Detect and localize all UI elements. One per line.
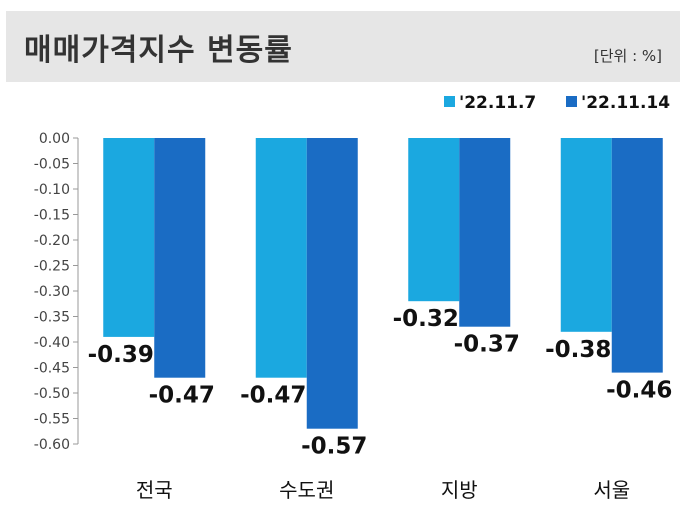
y-tick-label: -0.20 (34, 233, 70, 249)
bar-series1 (560, 138, 612, 332)
y-tick-label: 0.00 (39, 131, 70, 147)
bar-series2 (154, 138, 206, 378)
legend-label: '22.11.14 (581, 93, 670, 113)
y-tick-label: -0.55 (34, 412, 70, 428)
y-tick-label: -0.40 (34, 335, 70, 351)
y-tick-label: -0.45 (34, 361, 70, 377)
data-label: -0.47 (149, 383, 215, 409)
y-axis: 0.00 -0.05 -0.10 -0.15 -0.20 -0.25 -0.30 -0.35 -… (34, 131, 79, 453)
x-category-label: 수도권 (279, 478, 334, 502)
bar-series2 (306, 138, 358, 429)
bar-series1 (255, 138, 307, 378)
legend-swatch (566, 96, 577, 107)
chart-legend: '22.11.7 '22.11.14 (444, 93, 670, 113)
y-tick-label: -0.30 (34, 284, 70, 300)
y-tick-label: -0.05 (34, 157, 70, 173)
y-tick-label: -0.50 (34, 386, 70, 402)
bar-series1 (103, 138, 155, 337)
bars (103, 138, 663, 429)
bar-series1 (408, 138, 460, 302)
chart-header: 매매가격지수 변동률 [단위 : %] (6, 11, 680, 82)
data-label: -0.47 (240, 383, 306, 409)
data-label: -0.46 (606, 378, 672, 404)
x-category-label: 전국 (136, 478, 173, 502)
chart-title: 매매가격지수 변동률 (24, 33, 293, 68)
x-category-label: 서울 (593, 478, 630, 502)
bar-series2 (459, 138, 511, 327)
legend-swatch (444, 96, 455, 107)
data-labels: -0.39 -0.47 -0.47 -0.57 -0.32-0.37 -0.38 -0.46 (88, 306, 673, 460)
y-tick-label: -0.35 (34, 310, 70, 326)
data-label: -0.38 (545, 337, 611, 363)
data-label: -0.32 (393, 306, 459, 332)
y-tick-label: -0.25 (34, 259, 70, 275)
x-category-label: 지방 (441, 478, 478, 502)
bar-series2 (611, 138, 663, 373)
y-tick-label: -0.15 (34, 208, 70, 224)
y-tick-label: -0.10 (34, 182, 70, 198)
unit-label: [단위 : %] (593, 47, 662, 65)
data-label: -0.37 (454, 332, 520, 358)
data-label: -0.39 (88, 342, 154, 368)
x-axis: 전국 수도권 지방 서울 (136, 478, 630, 502)
data-label: -0.57 (301, 434, 367, 460)
legend-label: '22.11.7 (459, 93, 536, 113)
y-tick-label: -0.60 (34, 437, 70, 453)
